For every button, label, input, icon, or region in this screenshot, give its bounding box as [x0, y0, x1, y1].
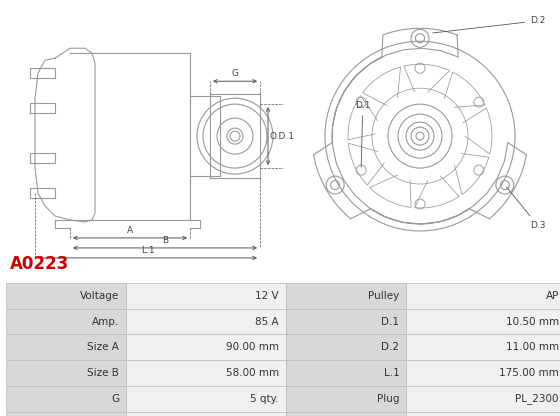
Text: D.2: D.2	[433, 16, 545, 33]
Text: G: G	[231, 69, 239, 78]
Text: Plug: Plug	[377, 394, 399, 404]
Text: PL_2300: PL_2300	[515, 394, 559, 404]
Text: Size B: Size B	[87, 368, 119, 378]
Text: 175.00 mm: 175.00 mm	[499, 368, 559, 378]
Bar	[286, 283, 406, 309]
Text: 90.00 mm: 90.00 mm	[226, 342, 279, 352]
Bar	[126, 334, 286, 360]
Bar	[6, 412, 126, 416]
Bar	[286, 386, 406, 412]
Text: D.3: D.3	[507, 187, 545, 230]
Bar	[126, 386, 286, 412]
Text: G: G	[111, 394, 119, 404]
Bar	[286, 360, 406, 386]
Text: Voltage: Voltage	[80, 291, 119, 301]
Bar	[6, 309, 126, 334]
Bar	[286, 309, 406, 334]
Bar	[126, 283, 286, 309]
Bar	[6, 283, 126, 309]
Text: 5 qty.: 5 qty.	[250, 394, 279, 404]
Bar	[406, 334, 560, 360]
Text: D.2: D.2	[381, 342, 399, 352]
Bar	[406, 386, 560, 412]
Bar	[286, 412, 406, 416]
Text: A: A	[127, 226, 133, 235]
Text: 11.00 mm: 11.00 mm	[506, 342, 559, 352]
Text: 12 V: 12 V	[255, 291, 279, 301]
Bar	[126, 360, 286, 386]
Text: Size A: Size A	[87, 342, 119, 352]
Text: A0223: A0223	[10, 255, 69, 272]
Bar	[6, 360, 126, 386]
Text: 58.00 mm: 58.00 mm	[226, 368, 279, 378]
Bar	[126, 309, 286, 334]
Bar	[406, 412, 560, 416]
Bar	[406, 360, 560, 386]
Text: Amp.: Amp.	[92, 317, 119, 327]
Bar	[6, 334, 126, 360]
Text: B: B	[162, 236, 168, 245]
Bar	[286, 334, 406, 360]
Text: O.D.1: O.D.1	[270, 131, 295, 141]
Bar	[6, 386, 126, 412]
Text: 85 A: 85 A	[255, 317, 279, 327]
Bar	[406, 309, 560, 334]
Bar	[126, 412, 286, 416]
Text: D.1: D.1	[381, 317, 399, 327]
Text: D.1: D.1	[355, 101, 371, 167]
Text: Pulley: Pulley	[368, 291, 399, 301]
Text: L.1: L.1	[141, 246, 155, 255]
Text: 10.50 mm: 10.50 mm	[506, 317, 559, 327]
Bar	[406, 283, 560, 309]
Text: AP: AP	[545, 291, 559, 301]
Text: L.1: L.1	[384, 368, 399, 378]
